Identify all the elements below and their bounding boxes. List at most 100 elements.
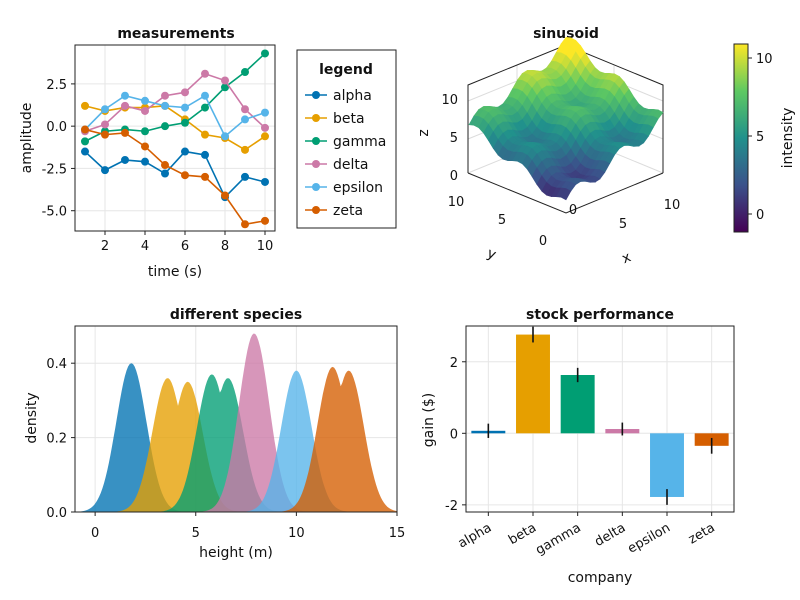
bar-gamma xyxy=(560,375,595,434)
surface-patch xyxy=(560,188,572,201)
data-point-gamma xyxy=(141,127,149,136)
data-point-zeta xyxy=(201,172,209,181)
colorbar-tick-5: 5 xyxy=(756,130,764,145)
stock-xtick-label: zeta xyxy=(686,520,718,547)
colorbar-gradient xyxy=(733,43,749,233)
data-point-zeta xyxy=(101,130,109,139)
data-point-gamma xyxy=(201,103,209,112)
legend-label-gamma: gamma xyxy=(333,134,386,150)
data-point-alpha xyxy=(81,147,89,156)
data-point-alpha xyxy=(161,169,169,178)
measurements-xtick-label: 6 xyxy=(181,239,189,254)
measurements-ylabel: amplitude xyxy=(19,103,35,174)
data-point-alpha xyxy=(141,157,149,166)
species-ytick-label: 0.0 xyxy=(46,506,67,521)
measurements-xlabel: time (s) xyxy=(148,264,202,280)
data-point-delta xyxy=(201,69,209,78)
density-area-delta xyxy=(75,333,397,512)
surface-ytick-5: 5 xyxy=(498,213,506,228)
measurements-xtick-label: 2 xyxy=(101,239,109,254)
data-point-zeta xyxy=(121,128,129,137)
data-point-zeta xyxy=(221,191,229,200)
colorbar-tick-10: 10 xyxy=(756,52,773,67)
stock-xtick-label: alpha xyxy=(456,520,495,551)
surface-zlabel-tick-0: 0 xyxy=(450,169,458,184)
data-point-epsilon xyxy=(221,132,229,141)
stock-xtick-label: delta xyxy=(592,520,628,549)
surface-zlabel-tick-5: 5 xyxy=(450,131,458,146)
data-point-epsilon xyxy=(261,108,269,117)
surface-ylabel: y xyxy=(485,245,499,263)
legend: legend alpha beta gamma delta epsilon zeta xyxy=(296,49,397,229)
data-point-alpha xyxy=(241,172,249,181)
data-point-epsilon xyxy=(181,103,189,112)
series-line-gamma xyxy=(84,52,266,143)
legend-swatch-marker-beta xyxy=(312,114,320,122)
species-xtick-label: 10 xyxy=(288,526,305,541)
species-ytick-label: 0.4 xyxy=(46,357,67,372)
data-point-delta xyxy=(141,106,149,115)
data-point-gamma xyxy=(221,83,229,92)
data-point-zeta xyxy=(261,216,269,225)
stock-ytick-label: -2 xyxy=(445,499,458,514)
data-point-alpha xyxy=(261,177,269,186)
surface-xtick-0: 0 xyxy=(569,203,577,218)
data-point-delta xyxy=(161,91,169,100)
data-point-zeta xyxy=(81,125,89,134)
data-point-zeta xyxy=(181,171,189,180)
data-point-epsilon xyxy=(201,91,209,100)
stock-xtick-label: gamma xyxy=(533,520,583,558)
density-area-beta xyxy=(75,378,397,512)
data-point-delta xyxy=(261,123,269,132)
data-point-zeta xyxy=(161,161,169,170)
sinusoid-panel: sinusoid 10 5 0 z 0 5 10 x 10 5 0 y xyxy=(416,26,796,267)
species-ytick-label: 0.2 xyxy=(46,432,67,447)
legend-label-delta: delta xyxy=(333,157,368,173)
sinusoid-title: sinusoid xyxy=(533,26,599,42)
data-point-epsilon xyxy=(161,101,169,110)
series-line-alpha xyxy=(84,150,266,199)
species-panel: different species 0 5 10 15 0.0 0.2 0.4 height… xyxy=(24,307,405,561)
legend-swatch-marker-epsilon xyxy=(312,183,320,191)
stock-ytick-label: 2 xyxy=(450,356,458,371)
species-title: different species xyxy=(170,307,302,323)
measurements-frame xyxy=(74,44,276,232)
stock-ylabel: gain ($) xyxy=(421,393,437,448)
data-point-gamma xyxy=(81,137,89,146)
measurements-xtick-label: 10 xyxy=(257,239,274,254)
data-point-alpha xyxy=(121,155,129,164)
data-point-epsilon xyxy=(121,91,129,100)
surface-zlabel: z xyxy=(416,129,432,136)
data-point-delta xyxy=(121,101,129,110)
data-point-epsilon xyxy=(141,96,149,105)
legend-swatch-marker-alpha xyxy=(312,91,320,99)
colorbar: 10 5 0 intensity xyxy=(733,43,796,233)
data-point-epsilon xyxy=(101,105,109,114)
data-point-alpha xyxy=(101,166,109,175)
legend-label-zeta: zeta xyxy=(333,203,363,219)
stock-xtick-label: epsilon xyxy=(625,520,673,556)
legend-title: legend xyxy=(319,62,373,78)
data-point-beta xyxy=(261,132,269,141)
data-point-gamma xyxy=(181,118,189,127)
data-point-delta xyxy=(221,76,229,85)
legend-label-alpha: alpha xyxy=(333,88,372,104)
data-point-delta xyxy=(101,120,109,129)
stock-xlabel: company xyxy=(568,570,633,586)
legend-swatch-marker-delta xyxy=(312,160,320,168)
colorbar-tick-0: 0 xyxy=(756,208,764,223)
data-point-beta xyxy=(81,101,89,110)
surface-xlabel: x xyxy=(620,249,634,267)
bar-beta xyxy=(516,334,550,434)
series-line-beta xyxy=(84,105,266,151)
data-point-epsilon xyxy=(241,115,249,124)
data-point-delta xyxy=(181,88,189,97)
data-point-gamma xyxy=(261,49,269,58)
legend-swatch-marker-gamma xyxy=(312,137,320,145)
data-point-zeta xyxy=(141,142,149,151)
data-point-gamma xyxy=(241,68,249,77)
data-point-alpha xyxy=(181,147,189,156)
species-xtick-label: 15 xyxy=(389,526,406,541)
surface-xtick-10: 10 xyxy=(664,198,681,213)
